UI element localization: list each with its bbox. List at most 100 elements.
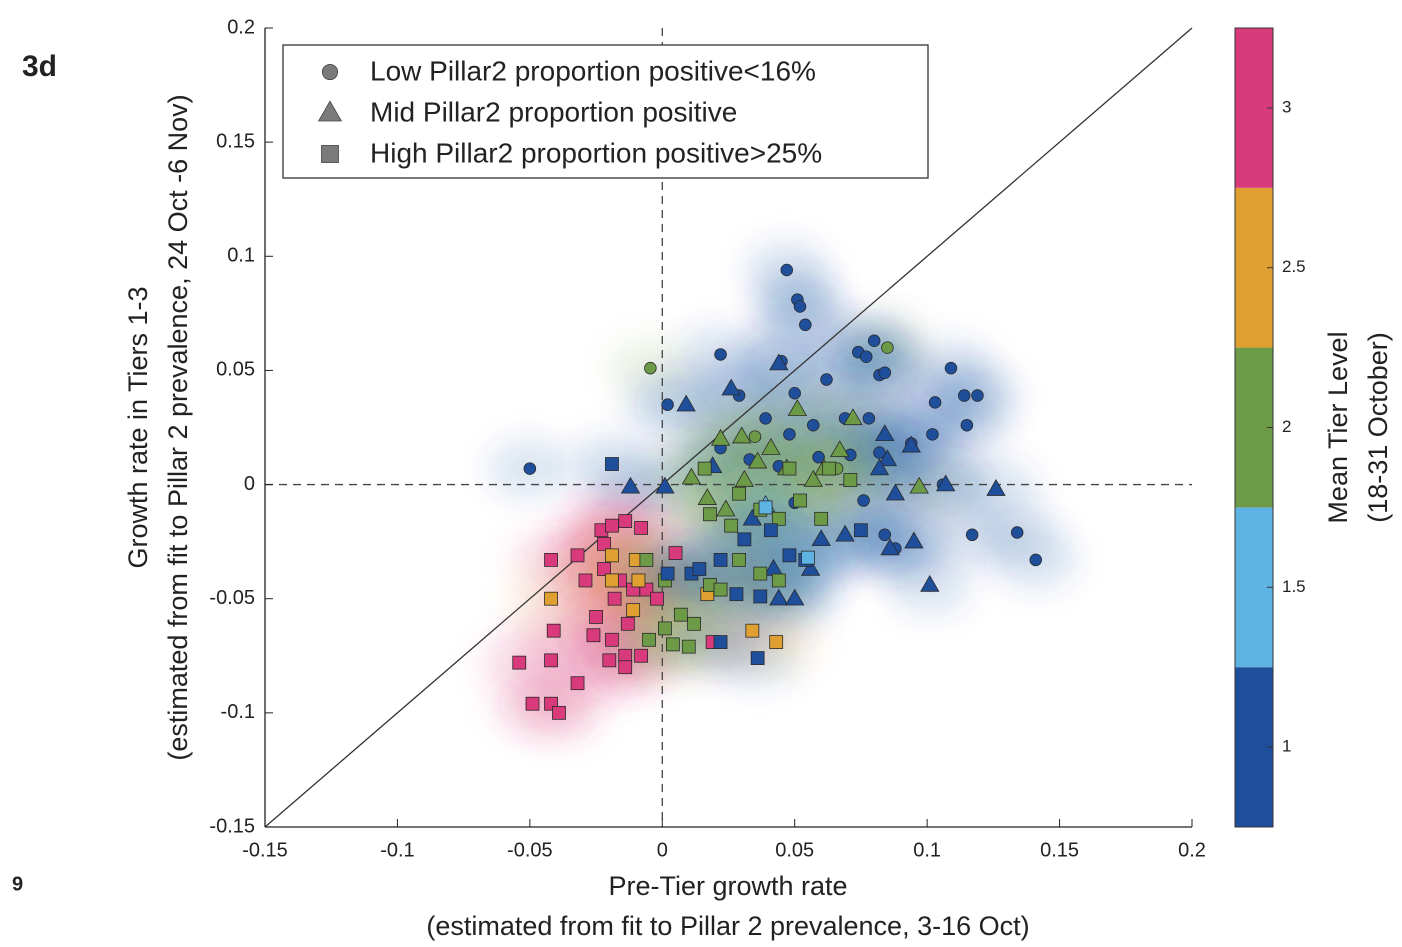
point-circle [780,263,794,277]
point-square [578,573,593,588]
point-triangle [620,476,641,494]
point-square [602,653,617,668]
point-triangle [877,449,898,467]
point-square [544,553,558,567]
point-square [753,589,768,604]
point-square [822,461,837,476]
point-square [544,591,558,606]
colorbar-band [1235,187,1273,348]
point-square [605,518,619,533]
point-square [713,553,728,567]
point-triangle [885,483,906,501]
point-triangle [843,408,863,426]
point-circle [862,412,876,425]
point-square [854,523,868,538]
colorbar: 1 1.5 2 2.5 3 Mean Tier Level (18-31 October) [1234,27,1393,828]
point-triangle [811,529,831,547]
point-circle [807,418,820,432]
point-square [605,573,619,588]
point-square [618,514,633,528]
point-square [642,632,656,647]
point-square [732,486,746,501]
x-tick-label: -0.05 [507,839,553,861]
legend-box [282,44,929,179]
x-tick-label: 0.2 [1178,839,1206,861]
point-square [546,623,561,638]
point-square [763,523,778,538]
point-square [750,651,765,665]
point-triangle [742,508,763,526]
point-square [618,660,633,675]
point-square [605,457,619,471]
point-circle [714,348,727,361]
point-circle [926,428,939,441]
point-circle [878,528,892,542]
point-circle [878,366,892,379]
point-square [620,616,635,631]
x-tick-label: -0.1 [380,839,414,861]
point-square [665,637,680,652]
point-square [597,537,611,551]
point-triangle [697,488,718,505]
point-triangle [920,574,940,592]
point-triangle [803,469,823,487]
point-circle [812,450,825,464]
point-triangle [986,479,1006,496]
point-square [713,635,728,649]
point-square [650,591,664,606]
y-axis-label: (estimated from fit to Pillar 2 prevalen… [163,94,193,760]
y-tick-label: 0 [244,473,255,495]
point-square [771,573,786,588]
point-circle [881,341,894,354]
legend-label: Low Pillar2 proportion positive<16% [370,55,816,86]
point-triangle [935,474,956,492]
point-square [793,493,807,508]
point-square [692,562,707,576]
point-square [607,591,622,606]
point-triangle [716,499,736,517]
x-axis-label: Pre-Tier growth rate [608,871,847,901]
point-circle [788,387,801,400]
point-triangle [317,100,343,122]
point-triangle [721,378,741,396]
point-square [681,639,696,654]
point-triangle [732,426,752,444]
point-square [724,518,739,533]
y-tick-label: -0.15 [209,815,255,837]
point-square [814,511,829,526]
colorbar-band [1235,347,1273,508]
point-square [525,696,540,711]
point-circle [857,494,870,507]
x-tick-label: 0.1 [913,839,941,861]
point-triangle [747,451,768,469]
point-square [753,566,768,581]
point-square [605,548,619,563]
point-square [658,621,672,636]
point-square [687,616,701,631]
point-square [673,607,688,622]
point-circle [1029,553,1042,567]
point-triangle [761,437,781,455]
point-triangle [835,524,855,542]
colorbar-band [1235,28,1273,188]
y-tick-label: -0.1 [221,701,255,723]
point-triangle [787,399,808,416]
uncertainty-halos [477,239,1078,743]
point-square [660,566,675,581]
point-triangle [880,538,900,556]
point-square [570,548,585,563]
point-circle [644,361,657,375]
point-square [639,553,654,567]
point-square [634,648,648,663]
point-square [634,521,648,535]
point-circle [661,398,674,411]
point-square [552,705,566,720]
point-square [626,603,641,618]
point-square [771,511,786,526]
identity-line [264,27,1193,828]
point-circle [321,63,339,81]
point-triangle [909,476,929,494]
y-tick-label: 0.15 [216,130,255,152]
point-circle [859,350,873,363]
point-square [589,610,603,624]
